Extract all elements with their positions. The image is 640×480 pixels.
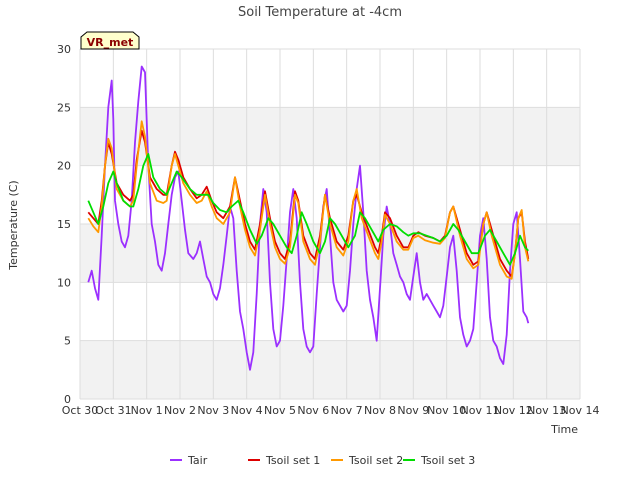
- y-tick-label: 5: [64, 335, 71, 348]
- series-line: [87, 65, 530, 371]
- y-axis-label: Temperature (C): [7, 180, 20, 270]
- y-tick-label: 25: [57, 101, 71, 114]
- x-tick-label: Nov 10: [427, 404, 466, 417]
- badge-label: VR_met: [87, 36, 134, 49]
- badge-box: [80, 31, 140, 50]
- y-axis-ticks: 0 5 10 15 20 25 30: [57, 43, 71, 406]
- legend: Tair Tsoil set 1 Tsoil set 2 Tsoil set 3: [170, 454, 475, 467]
- plot-band: [80, 340, 580, 399]
- station-badge: VR_met: [80, 31, 140, 50]
- x-tick-label: Nov 12: [494, 404, 533, 417]
- y-tick-label: 20: [57, 160, 71, 173]
- x-tick-label: Nov 4: [231, 404, 263, 417]
- x-tick-label: Nov 13: [527, 404, 566, 417]
- x-tick-label: Nov 6: [297, 404, 329, 417]
- x-tick-label: Nov 5: [264, 404, 296, 417]
- x-tick-label: Nov 3: [197, 404, 229, 417]
- x-axis-label: Time: [550, 423, 578, 436]
- plot-band: [80, 107, 580, 166]
- x-tick-label: Nov 11: [461, 404, 500, 417]
- y-tick-label: 15: [57, 218, 71, 231]
- y-tick-label: 10: [57, 276, 71, 289]
- legend-item: Tsoil set 1: [248, 454, 320, 467]
- legend-item: Tsoil set 2: [331, 454, 403, 467]
- legend-label: Tsoil set 2: [348, 454, 403, 467]
- x-tick-label: Nov 14: [561, 404, 600, 417]
- legend-item: Tsoil set 3: [403, 454, 475, 467]
- y-tick-label: 0: [64, 393, 71, 406]
- series-line: [87, 120, 530, 280]
- x-tick-label: Nov 7: [331, 404, 363, 417]
- x-tick-label: Nov 1: [131, 404, 163, 417]
- series-lines: [87, 65, 530, 371]
- series-line: [87, 153, 529, 266]
- y-tick-label: 30: [57, 43, 71, 56]
- x-tick-label: Nov 9: [397, 404, 429, 417]
- x-tick-label: Nov 8: [364, 404, 396, 417]
- x-tick-label: Oct 30: [62, 404, 99, 417]
- x-tick-label: Nov 2: [164, 404, 196, 417]
- legend-label: Tsoil set 3: [420, 454, 475, 467]
- legend-label: Tair: [187, 454, 208, 467]
- legend-item: Tair: [170, 454, 208, 467]
- x-tick-label: Oct 31: [95, 404, 132, 417]
- chart-title: Soil Temperature at -4cm: [238, 5, 402, 20]
- legend-label: Tsoil set 1: [265, 454, 320, 467]
